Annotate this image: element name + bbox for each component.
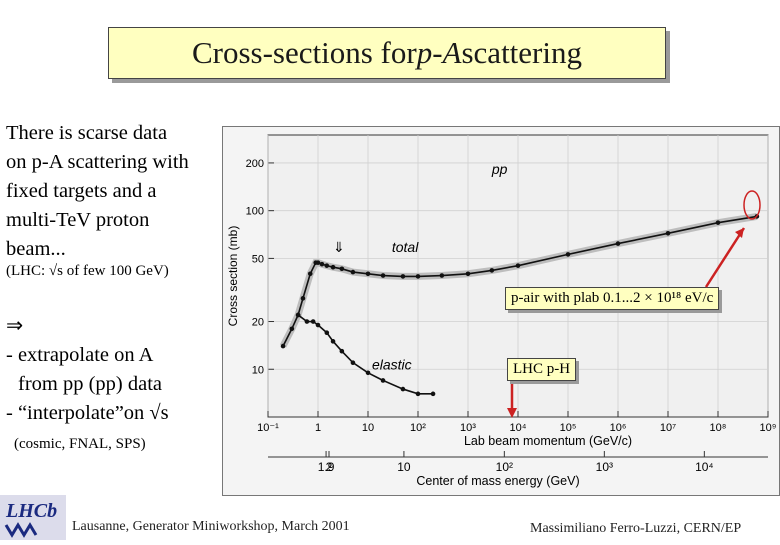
total-point	[339, 266, 345, 272]
elastic-point	[400, 386, 406, 392]
x-tick-label: 10²	[410, 422, 426, 434]
p-air-circle	[743, 190, 761, 220]
x2-axis-label: Center of mass energy (GeV)	[416, 474, 579, 488]
lhcb-logo: LHCb	[0, 495, 66, 540]
y-tick-label: 200	[246, 158, 264, 170]
total-point	[465, 271, 471, 277]
slide-title: Cross-sections for p-A scattering	[108, 27, 666, 79]
lhc-ph-label: LHC p-H	[507, 358, 577, 381]
cosmic-note: (cosmic, FNAL, SPS)	[14, 436, 146, 452]
elastic-point	[350, 360, 356, 365]
total-point	[330, 264, 336, 270]
total-point	[615, 241, 621, 246]
y-tick-label: 50	[252, 253, 264, 265]
elastic-point	[310, 319, 316, 324]
bullet-extrapolate: - extrapolate on A	[6, 344, 154, 366]
x2-tick-label: 2	[326, 460, 333, 474]
x-tick-label: 10⁴	[510, 422, 527, 434]
title-italic: p-A	[416, 35, 462, 70]
total-point	[307, 271, 313, 277]
total-point	[565, 252, 571, 257]
p-air-label: p-air with plab 0.1...2 × 10¹⁸ eV/c	[505, 287, 720, 310]
x-tick-label: 10	[362, 422, 374, 434]
x-tick-label: 10⁶	[610, 422, 627, 434]
x-tick-label: 10³	[460, 422, 476, 434]
p-air-arrowhead	[735, 228, 744, 238]
total-point	[319, 261, 325, 267]
total-curve-label: total	[392, 239, 419, 255]
body-line: fixed targets and a	[6, 180, 157, 202]
elastic-point	[315, 322, 321, 328]
x2-tick-label: 10⁴	[695, 460, 714, 474]
x-tick-label: 1	[315, 422, 321, 434]
bullet-interpolate: - “interpolate”on √s	[6, 402, 169, 424]
body-line: beam...	[6, 238, 66, 260]
elastic-point	[365, 370, 371, 376]
elastic-point	[415, 391, 421, 397]
y-tick-label: 100	[246, 206, 264, 218]
total-point	[300, 296, 306, 301]
total-point	[289, 326, 295, 332]
x-tick-label: 10⁹	[760, 422, 777, 434]
total-point	[715, 220, 721, 225]
footer-left: Lausanne, Generator Miniworkshop, March …	[72, 519, 350, 534]
total-point	[380, 273, 386, 278]
x-tick-label: 10⁻¹	[257, 422, 279, 434]
total-point	[324, 263, 330, 268]
total-point	[350, 269, 356, 275]
pp-curve-label: pp	[491, 161, 508, 177]
total-point	[280, 343, 286, 349]
total-point	[400, 274, 406, 279]
implies-arrow: ⇒	[6, 315, 24, 337]
lhc-note: (LHC: √s of few 100 GeV)	[6, 263, 169, 279]
total-point	[315, 260, 321, 265]
x2-tick-label: 10³	[596, 460, 613, 474]
x2-tick-label: 10²	[496, 460, 513, 474]
p-air-arrow	[704, 227, 746, 288]
title-suffix: scattering	[461, 35, 582, 70]
total-point	[365, 271, 371, 277]
elastic-point	[324, 330, 330, 336]
total-point	[415, 274, 421, 279]
total-point	[439, 273, 445, 278]
y-tick-label: 20	[252, 317, 264, 329]
elastic-point	[380, 378, 386, 383]
y-tick-label: 10	[252, 364, 264, 376]
elastic-point	[330, 339, 336, 344]
elastic-point	[295, 312, 301, 318]
body-text: There is scarse data on p-A scattering w…	[6, 119, 189, 264]
y-axis-label: Cross section (mb)	[226, 226, 240, 327]
footer-right: Massimiliano Ferro-Luzzi, CERN/EP	[530, 521, 742, 536]
bullet-extrapolate-cont: from pp (pp) data	[18, 373, 163, 395]
x-axis-label: Lab beam momentum (GeV/c)	[464, 434, 632, 448]
lhcb-logo-graphic: LHCb	[0, 495, 66, 540]
total-point	[665, 230, 671, 236]
elastic-point	[339, 348, 345, 354]
curve-marker: ⇓	[333, 239, 345, 255]
title-text: Cross-sections for	[191, 35, 417, 70]
body-line: multi-TeV proton	[6, 209, 150, 231]
x-tick-label: 10⁸	[710, 422, 727, 434]
elastic-point	[430, 391, 436, 397]
x-tick-label: 10⁷	[660, 422, 676, 434]
body-line: on p-A scattering with	[6, 151, 189, 173]
lhc-arrowhead	[507, 408, 517, 418]
svg-text:LHCb: LHCb	[5, 500, 57, 522]
body-line: There is scarse data	[6, 122, 168, 144]
x-tick-label: 10⁵	[560, 422, 577, 434]
elastic-curve-label: elastic	[372, 356, 412, 372]
x2-tick-label: 10	[397, 460, 411, 474]
x2-tick-label: 1.9	[318, 460, 335, 474]
total-point	[515, 263, 521, 268]
total-point	[489, 268, 495, 273]
elastic-point	[304, 319, 310, 324]
